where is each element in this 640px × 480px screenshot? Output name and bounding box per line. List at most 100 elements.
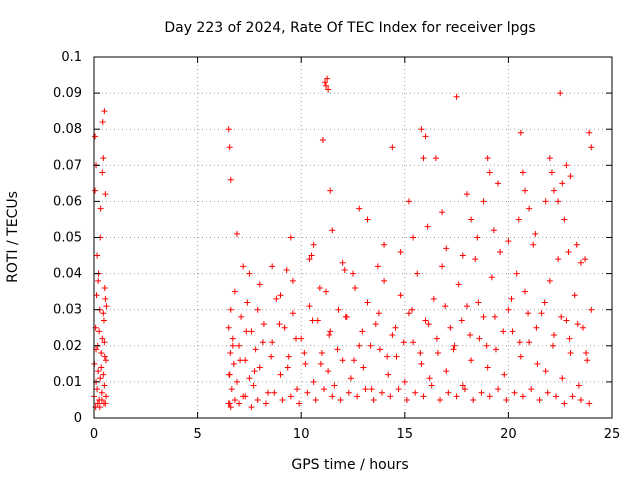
data-point [296, 400, 303, 407]
data-point [324, 75, 331, 82]
data-point [424, 223, 431, 230]
data-point [359, 328, 366, 335]
data-point [98, 389, 105, 396]
data-point [294, 386, 301, 393]
data-point [101, 382, 108, 389]
data-point [237, 357, 244, 364]
data-point [103, 357, 110, 364]
data-point [269, 263, 276, 270]
data-point [486, 393, 493, 400]
data-point [480, 313, 487, 320]
data-point [445, 389, 452, 396]
data-point [588, 306, 595, 313]
data-point [339, 357, 346, 364]
data-point [334, 346, 341, 353]
data-point [582, 256, 589, 263]
data-point [555, 256, 562, 263]
data-point [97, 375, 104, 382]
data-point [475, 299, 482, 306]
data-point [244, 299, 251, 306]
data-point [100, 310, 107, 317]
data-point [468, 216, 475, 223]
data-point [491, 313, 498, 320]
data-point [538, 310, 545, 317]
data-point [271, 389, 278, 396]
data-point [240, 263, 247, 270]
data-point [99, 335, 106, 342]
data-point [345, 389, 352, 396]
data-point [99, 118, 106, 125]
data-point [354, 393, 361, 400]
data-point [532, 230, 539, 237]
data-point [231, 288, 238, 295]
data-point [339, 259, 346, 266]
data-point [573, 241, 580, 248]
data-point [259, 339, 266, 346]
data-point [420, 393, 427, 400]
data-point [323, 288, 330, 295]
data-point [574, 321, 581, 328]
data-point [327, 328, 334, 335]
chart-title: Day 223 of 2024, Rate Of TEC Index for r… [164, 20, 535, 36]
data-point [533, 324, 540, 331]
data-point [544, 389, 551, 396]
data-point [103, 303, 110, 310]
data-point [96, 404, 103, 411]
data-point [273, 295, 280, 302]
data-point [276, 321, 283, 328]
data-point [256, 281, 263, 288]
data-point [101, 339, 108, 346]
data-point [409, 306, 416, 313]
data-point [262, 400, 269, 407]
data-point [393, 353, 400, 360]
data-point [306, 256, 313, 263]
data-point [327, 187, 334, 194]
data-point [370, 396, 377, 403]
data-point [312, 396, 319, 403]
data-point [546, 277, 553, 284]
data-point [546, 155, 553, 162]
data-point [374, 263, 381, 270]
data-point [425, 321, 432, 328]
data-point [254, 396, 261, 403]
data-point [230, 360, 237, 367]
data-point [559, 180, 566, 187]
data-point [268, 353, 275, 360]
data-point [559, 375, 566, 382]
data-point [319, 137, 326, 144]
data-point [463, 303, 470, 310]
data-point [492, 346, 499, 353]
data-point [248, 404, 255, 411]
data-point [248, 328, 255, 335]
data-point [341, 266, 348, 273]
data-point [308, 252, 315, 259]
data-point [314, 317, 321, 324]
data-point [318, 350, 325, 357]
data-point [384, 353, 391, 360]
data-point [439, 263, 446, 270]
data-point [227, 176, 234, 183]
data-point [397, 248, 404, 255]
data-point [558, 313, 565, 320]
data-point [478, 389, 485, 396]
data-point [246, 375, 253, 382]
data-point [530, 241, 537, 248]
data-point [101, 285, 108, 292]
data-point [495, 180, 502, 187]
data-point [453, 393, 460, 400]
data-point [254, 306, 261, 313]
data-points [91, 75, 595, 411]
data-point [577, 259, 584, 266]
data-point [350, 270, 356, 277]
data-point [567, 173, 574, 180]
data-point [362, 386, 369, 393]
data-point [412, 389, 419, 396]
data-point [447, 324, 454, 331]
data-point [389, 144, 396, 151]
data-point [304, 389, 311, 396]
data-point [548, 169, 555, 176]
data-point [289, 310, 296, 317]
data-point [356, 205, 363, 212]
axis-ticks [93, 56, 613, 419]
